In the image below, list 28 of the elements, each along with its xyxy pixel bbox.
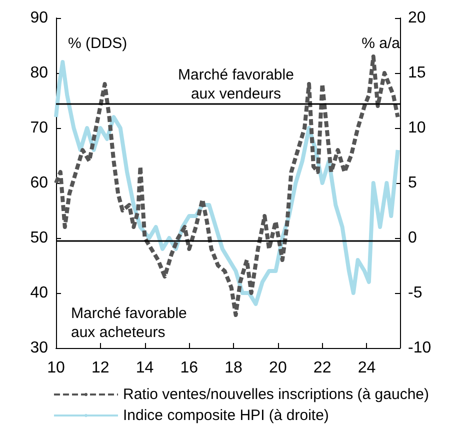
annotation: Marché favorable aux acheteurs	[71, 305, 187, 341]
y-tick-label: 30	[30, 340, 48, 356]
y-tick-label: 70	[30, 120, 48, 136]
x-tick-label: 24	[358, 360, 376, 376]
y-tick-label: 80	[30, 64, 48, 82]
x-tick-label: 14	[136, 360, 154, 376]
y2-tick-label: 15	[408, 64, 426, 82]
x-tick-label: 20	[269, 360, 287, 376]
y-tick-label: 40	[30, 284, 48, 302]
y-tick-label: 50	[30, 230, 48, 246]
y-axis-title: % (DDS)	[68, 35, 128, 52]
y2-tick-label: 0	[408, 230, 417, 246]
y2-tick-label: -10	[408, 340, 432, 356]
y-tick-label: 60	[30, 174, 48, 192]
y2-tick-label: 5	[408, 174, 417, 192]
y2-tick-label: 10	[408, 120, 426, 136]
y-tick-label: 90	[30, 10, 48, 26]
x-tick-label: 22	[313, 360, 332, 376]
y2-tick-label: 20	[408, 10, 426, 26]
x-tick-label: 16	[180, 360, 198, 376]
legend-label: Ratio ventes/nouvelles inscriptions (à gauche)	[123, 386, 430, 403]
y2-axis-title: % a/a	[362, 35, 401, 52]
y2-tick-label: -5	[408, 284, 422, 302]
x-tick-label: 12	[91, 360, 110, 376]
legend-label: Indice composite HPI (à droite)	[123, 407, 329, 424]
annotation: Marché favorable aux vendeurs	[178, 66, 294, 102]
x-tick-label: 18	[224, 360, 243, 376]
x-tick-label: 10	[47, 360, 65, 376]
